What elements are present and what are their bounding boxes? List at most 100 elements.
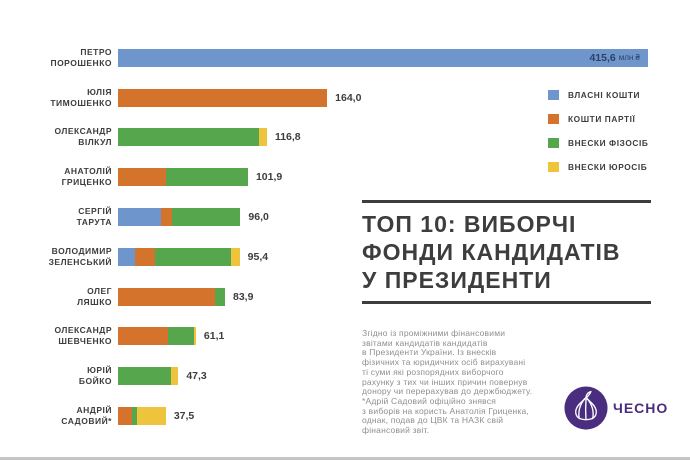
bar-value-label: 101,9 [255,171,283,184]
bar-track [118,367,179,386]
bar-track [118,407,166,426]
bar-segment-legal [230,247,240,266]
bar-segment-legal [137,407,166,426]
legend-swatch-own [548,89,559,100]
candidate-name-line: ЗЕЛЕНСЬКИЙ [48,256,112,267]
candidate-name-line: АНАТОЛІЙ [64,166,112,177]
footnote-line: однак, подав до ЦВК та НАЗК свій [362,415,504,426]
candidate-name-line: ТИМОШЕНКО [50,97,112,108]
bar-segment-party [118,327,168,346]
candidate-name-line: ОЛЕКСАНДР [54,126,112,137]
bar-segment-individuals [171,208,241,227]
candidate-name: ВОЛОДИМИР ЗЕЛЕНСЬКИЙ [0,246,112,268]
legend-label: ВНЕСКИ ФІЗОСІБ [568,137,649,148]
bar-segment-individuals [118,367,171,386]
footnote-line: фізичних та юридичних осіб вирахувані [362,357,526,368]
funding-bar-chart: ПЕТРО ПОРОШЕНКО 415,6 млн ₴ ЮЛІЯ ТИМОШЕНКО 164… [0,38,660,436]
candidate-name: СЕРГІЙ ТАРУТА [0,206,112,228]
bar-value-label: 96,0 [248,211,269,224]
legend-label: КОШТИ ПАРТІЇ [568,113,636,124]
bar-row: АНДРІЙ САДОВИЙ* 37,5 [0,396,660,436]
legend-item: ВНЕСКИ ФІЗОСІБ [548,137,648,148]
bar-row: ВОЛОДИМИР ЗЕЛЕНСЬКИЙ 95,4 [0,237,660,277]
bar-segment-party [161,208,172,227]
bottom-border [0,457,690,460]
bar-value-label: 47,3 [186,370,207,383]
candidate-name-line: ПОРОШЕНКО [50,57,112,68]
bar-segment-individuals [118,128,260,147]
bar-track [118,208,241,227]
bar-row: АНАТОЛІЙ ГРИЦЕНКО 101,9 [0,157,660,197]
bar-track [118,247,240,266]
bar-value-label: 116,8 [274,131,301,144]
bar-value-label: 95,4 [247,250,269,263]
candidate-name-line: ЮЛІЯ [87,86,112,97]
legend-label: ВЛАСНІ КОШТИ [568,89,641,100]
page-title-line-1: ТОП 10: ВИБОРЧІ [362,211,577,237]
bar-segment-own [118,48,648,67]
legend-item: ВЛАСНІ КОШТИ [548,89,648,100]
bar-row: ОЛЕКСАНДР ШЕВЧЕНКО 61,1 [0,317,660,357]
bar-track [118,128,267,147]
chart-legend: ВЛАСНІ КОШТИ КОШТИ ПАРТІЇ ВНЕСКИ ФІЗОСІБ ВН… [548,89,648,185]
candidate-name: ОЛЕКСАНДР ШЕВЧЕНКО [0,325,112,347]
legend-swatch-legal [548,161,559,172]
footnote-text: Згідно із проміжними фінансовими звітами … [362,328,533,436]
legend-item: ВНЕСКИ ЮРОСІБ [548,161,648,172]
title-block: ТОП 10: ВИБОРЧІ ФОНДИ КАНДИДАТІВ У ПРЕЗИ… [362,200,651,304]
garlic-icon [564,386,608,430]
bar-segment-legal [170,367,179,386]
bar-value-label: 83,9 [232,290,254,303]
candidate-name-line: ВОЛОДИМИР [51,245,112,256]
bar-track: 415,6 млн ₴ [118,48,648,67]
candidate-name-line: АНДРІЙ [76,405,112,416]
bar-value-label: 415,6 млн ₴ [589,51,640,64]
candidate-name: ОЛЕГ ЛЯШКО [0,286,112,308]
footnote-line: з виборів на користь Анатолія Гриценка, [362,405,529,416]
page-title: ТОП 10: ВИБОРЧІ ФОНДИ КАНДИДАТІВ У ПРЕЗИ… [362,210,651,294]
candidate-name-line: САДОВИЙ* [61,416,112,427]
chesno-logo: ЧЕСНО [563,385,668,431]
candidate-name: ОЛЕКСАНДР ВІЛКУЛ [0,126,112,148]
candidate-name-line: СЕРГІЙ [78,206,112,217]
footnote-line: донору чи перерахував до держбюджету. [362,386,533,397]
bar-row: ЮЛІЯ ТИМОШЕНКО 164,0 [0,78,660,118]
bar-segment-party [134,247,155,266]
bar-value-label: 61,1 [203,330,225,343]
legend-item: КОШТИ ПАРТІЇ [548,113,648,124]
bar-row: СЕРГІЙ ТАРУТА 96,0 [0,197,660,237]
bar-segment-party [118,407,133,426]
bar-track [118,168,248,187]
candidate-name: ЮРІЙ БОЙКО [0,365,112,387]
candidate-name-line: ГРИЦЕНКО [61,177,112,188]
bar-segment-own [118,247,135,266]
footnote-line: рахунку з тих чи інших причин повернув [362,376,528,387]
legend-swatch-party [548,113,559,124]
bar-value-label: 164,0 [335,91,362,104]
footnote-line: фінансовий звіт. [362,425,430,436]
bar-segment-own [118,208,162,227]
page-title-line-2: ФОНДИ КАНДИДАТІВ [362,239,621,265]
candidate-name: АНДРІЙ САДОВИЙ* [0,405,112,427]
bar-row: ПЕТРО ПОРОШЕНКО 415,6 млн ₴ [0,38,660,78]
bar-segment-individuals [154,247,231,266]
title-rule-bottom [362,301,651,304]
bar-track [118,88,328,107]
bar-row: ОЛЕКСАНДР ВІЛКУЛ 116,8 [0,118,660,158]
candidate-name: АНАТОЛІЙ ГРИЦЕНКО [0,166,112,188]
bar-segment-individuals [214,287,225,306]
bar-segment-individuals [167,327,194,346]
bar-value-label: 37,5 [173,410,195,423]
candidate-name: ЮЛІЯ ТИМОШЕНКО [0,87,112,109]
candidate-name: ПЕТРО ПОРОШЕНКО [0,47,112,69]
bar-track [118,327,196,346]
candidate-name-line: ЛЯШКО [77,296,112,307]
candidate-name-line: ШЕВЧЕНКО [58,336,112,347]
candidate-name-line: ОЛЕГ [87,285,112,296]
bar-segment-party [118,287,215,306]
candidate-name-line: ЮРІЙ [87,365,112,376]
candidate-name-line: БОЙКО [78,376,112,387]
bar-segment-individuals [165,168,248,187]
bar-row: ОЛЕГ ЛЯШКО 83,9 [0,277,660,317]
legend-label: ВНЕСКИ ЮРОСІБ [568,161,648,172]
